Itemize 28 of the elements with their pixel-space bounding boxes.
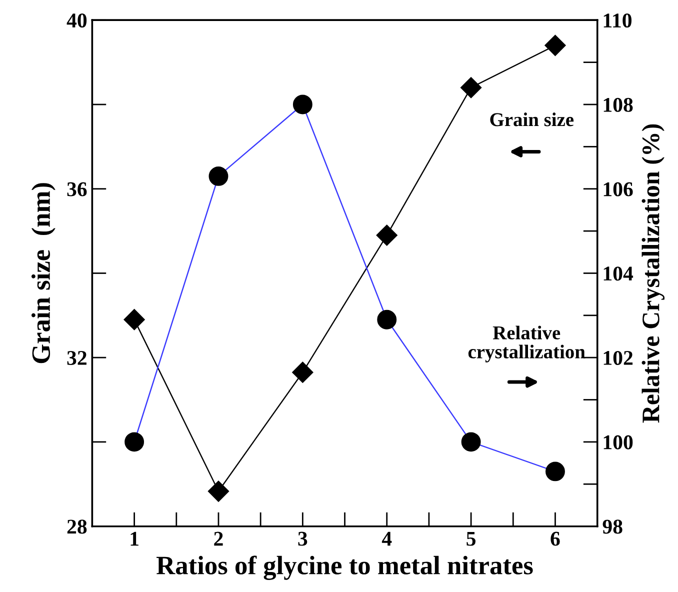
y-axis-title: Grain size (nm) — [31, 183, 56, 364]
y2-tick-label: 110 — [604, 14, 632, 28]
x-axis-title: Ratios of glycine to metal nitrates — [156, 556, 533, 580]
y2-tick-label: 100 — [604, 435, 633, 450]
y-tick-label: 36 — [67, 182, 87, 196]
x-tick-label: 5 — [466, 532, 476, 546]
x-tick-label: 4 — [382, 532, 392, 546]
point — [376, 224, 398, 246]
x-tick-label: 1 — [130, 532, 138, 546]
annotation: Grain size — [490, 112, 574, 126]
x-tick-label: 2 — [214, 532, 223, 546]
point — [460, 77, 482, 98]
y2-tick-label: 102 — [604, 350, 633, 365]
x-tick-label: 6 — [550, 532, 560, 546]
y-tick-label: 40 — [66, 14, 87, 28]
point — [292, 362, 314, 383]
y2-axis-title: Relative Crystallization (%) — [642, 124, 665, 423]
y-tick-label: 32 — [67, 351, 86, 365]
y2-tick-label: 104 — [604, 266, 634, 281]
point — [544, 34, 566, 56]
point — [208, 480, 229, 502]
point — [124, 309, 145, 330]
y2-tick-label: 98 — [602, 520, 622, 534]
y2-tick-label: 106 — [604, 182, 633, 196]
y-tick-label: 28 — [67, 520, 87, 534]
x-tick-label: 3 — [298, 532, 308, 546]
annotation: Relative crystallization — [468, 326, 586, 362]
y2-tick-label: 108 — [604, 98, 633, 112]
